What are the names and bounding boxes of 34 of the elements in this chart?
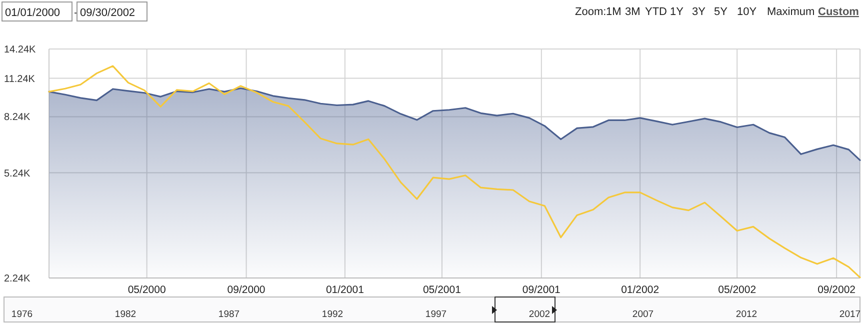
x-tick-label: 05/2002 <box>718 284 756 296</box>
y-tick-label: 5.24K <box>4 168 30 180</box>
y-tick-label: 8.24K <box>4 112 30 124</box>
text: YTD <box>645 6 668 18</box>
y-tick-label: 11.24K <box>4 74 36 85</box>
text: 3M <box>625 6 640 18</box>
text: Maximum <box>767 6 815 18</box>
x-tick-label: 05/2000 <box>128 284 166 296</box>
text: 1997 <box>425 309 447 320</box>
x-tick-label: 09/2002 <box>818 284 856 296</box>
text: 1Y <box>670 6 684 18</box>
date-field: 09/30/2002 <box>76 2 148 22</box>
x-tick-label: 09/2001 <box>522 284 561 296</box>
text: Zoom: <box>575 6 606 18</box>
x-tick-label: 05/2001 <box>422 284 462 296</box>
x-tick-label: 01/2002 <box>621 284 660 296</box>
text: 2012 <box>736 309 758 320</box>
text: Custom <box>818 6 860 18</box>
text: 10Y <box>737 6 758 18</box>
date-field: 01/01/2000 <box>2 2 72 22</box>
text: 1976 <box>11 309 33 320</box>
text: 2017 <box>839 309 861 320</box>
y-tick-label: 14.24K <box>4 44 36 56</box>
text: 2002 <box>528 309 550 320</box>
text: 1987 <box>218 309 240 320</box>
y-tick-label: 2.24K <box>4 274 30 284</box>
text: 3Y <box>692 6 706 18</box>
text: 5Y <box>714 6 728 18</box>
x-tick-label: 09/2000 <box>227 284 266 296</box>
text: 1982 <box>114 309 136 320</box>
text: 1M <box>606 6 622 18</box>
text: 2007 <box>632 309 654 320</box>
x-tick-label: 01/2001 <box>326 284 364 296</box>
text: 1992 <box>322 309 344 320</box>
